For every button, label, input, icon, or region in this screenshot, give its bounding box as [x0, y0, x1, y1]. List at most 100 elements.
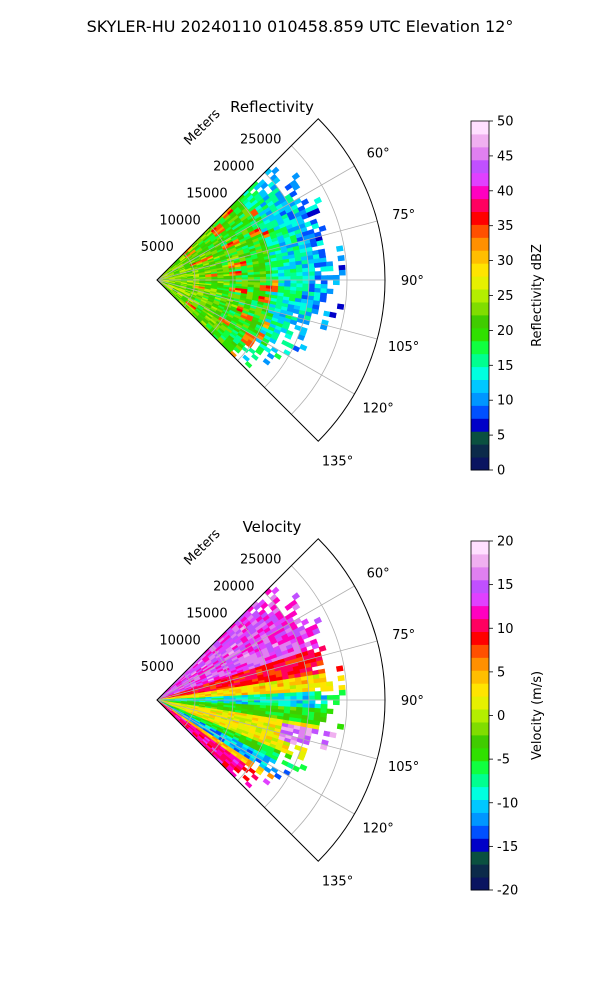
velocity-title: Velocity — [243, 518, 302, 536]
colorbar-swatch — [471, 457, 489, 471]
field-cell — [283, 269, 291, 274]
field-cell — [248, 767, 256, 775]
field-cell — [313, 196, 323, 205]
field-cell — [283, 689, 291, 694]
colorbar-swatch — [471, 379, 489, 393]
field-cell — [278, 272, 285, 278]
velocity-colorbar: -20 -15 -10 -5 0 5 10 15 20 Velocity (m/s) — [470, 535, 545, 899]
field-cell — [296, 279, 304, 285]
field-cell — [284, 279, 292, 284]
colorbar-swatch — [471, 444, 489, 458]
field-cell — [290, 279, 298, 285]
field-cell — [314, 271, 322, 277]
field-cell — [302, 271, 310, 277]
field-cell — [314, 691, 322, 697]
field-cell — [251, 353, 259, 361]
field-cell — [316, 659, 324, 667]
field-cell — [325, 681, 334, 687]
sector-frame — [156, 538, 386, 862]
azimuth-tick-label: 90° — [401, 274, 424, 289]
field-cell — [247, 274, 255, 278]
colorbar-tick-label: -10 — [497, 796, 518, 811]
colorbar-swatch — [471, 799, 489, 813]
field-cell — [308, 271, 316, 277]
field-cell — [266, 276, 273, 281]
field-cell — [273, 352, 282, 360]
range-tick-label: 10000 — [159, 633, 200, 648]
colorbar-swatch — [471, 431, 489, 445]
field-cell — [326, 708, 334, 715]
field-cell — [284, 282, 292, 288]
field-cell — [300, 618, 310, 626]
colorbar-swatch — [471, 786, 489, 801]
field-cell — [296, 699, 304, 705]
colorbar-swatch — [471, 224, 489, 238]
field-cell — [233, 346, 241, 354]
field-cell — [302, 275, 310, 281]
azimuth-tick-label: 105° — [388, 340, 419, 355]
colorbar-tick-label: 5 — [497, 429, 505, 444]
field-cell — [299, 763, 308, 772]
azimuth-tick-label: 75° — [392, 628, 415, 643]
azimuth-spoke — [156, 699, 355, 815]
field-cell — [284, 692, 292, 698]
field-cell — [332, 279, 340, 286]
colorbar-swatch — [471, 392, 489, 406]
field-cell — [292, 308, 301, 315]
field-cell — [289, 190, 298, 198]
field-cell — [296, 703, 304, 708]
field-cell — [244, 360, 253, 369]
field-cell — [296, 692, 304, 697]
colorbar-swatch — [471, 276, 489, 290]
field-cell — [313, 616, 323, 625]
field-cell — [271, 166, 280, 175]
velocity-field — [156, 586, 346, 789]
field-cell — [266, 352, 275, 360]
colorbar-swatch — [471, 644, 489, 658]
range-tick-label: 20000 — [213, 160, 254, 175]
azimuth-spoke — [156, 279, 378, 340]
colorbar-swatch — [471, 734, 489, 749]
colorbar-swatch — [471, 812, 489, 826]
field-cell — [278, 276, 286, 281]
field-cell — [262, 778, 271, 786]
field-cell — [319, 296, 327, 303]
field-cell — [296, 272, 304, 277]
colorbar-label: Velocity (m/s) — [530, 671, 545, 760]
field-cell — [242, 354, 250, 362]
field-cell — [268, 757, 277, 765]
field-cell — [241, 766, 250, 774]
field-cell — [308, 279, 316, 285]
field-cell — [278, 279, 286, 284]
colorbar-swatch — [471, 825, 489, 839]
field-cell — [254, 768, 263, 776]
range-axis-label: Meters — [182, 106, 224, 148]
field-cell — [266, 696, 273, 701]
field-cell — [336, 303, 345, 310]
field-cell — [273, 772, 282, 780]
azimuth-tick-label: 60° — [367, 146, 390, 161]
field-cell — [266, 279, 273, 284]
field-cell — [289, 688, 297, 694]
colorbar-swatch — [471, 159, 489, 174]
colorbar-swatch — [471, 864, 489, 878]
field-cell — [290, 703, 298, 708]
field-cell — [335, 665, 344, 672]
colorbar-tick-label: 5 — [497, 665, 505, 680]
colorbar-swatch — [471, 670, 489, 684]
field-cell — [338, 269, 346, 276]
azimuth-spoke — [156, 220, 378, 281]
colorbar-tick-label: 20 — [497, 535, 514, 550]
field-cell — [320, 695, 328, 701]
field-cell — [299, 343, 308, 352]
field-cell — [263, 346, 272, 354]
colorbar-tick-label: -15 — [497, 840, 518, 855]
colorbar-swatch — [471, 618, 489, 632]
field-cell — [314, 703, 322, 709]
colorbar-swatch — [471, 185, 489, 200]
colorbar-swatch — [471, 747, 489, 762]
field-cell — [308, 691, 316, 697]
colorbar-swatch — [471, 314, 489, 329]
colorbar-swatch — [471, 851, 489, 865]
azimuth-spoke — [156, 585, 355, 701]
